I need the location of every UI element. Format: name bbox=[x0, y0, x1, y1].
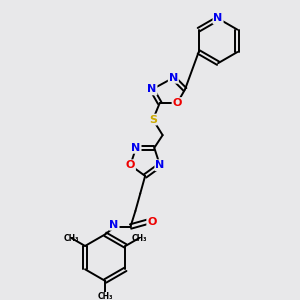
Text: N: N bbox=[155, 160, 165, 170]
Text: N: N bbox=[147, 84, 157, 94]
Text: O: O bbox=[147, 217, 157, 227]
Text: N: N bbox=[131, 143, 141, 153]
Text: N: N bbox=[169, 73, 178, 83]
Text: H: H bbox=[110, 220, 118, 230]
Text: N: N bbox=[213, 14, 223, 23]
Text: S: S bbox=[149, 115, 157, 124]
Text: CH₃: CH₃ bbox=[131, 234, 147, 243]
Text: O: O bbox=[172, 98, 182, 108]
Text: CH₃: CH₃ bbox=[98, 292, 113, 300]
Text: O: O bbox=[126, 160, 135, 170]
Text: CH₃: CH₃ bbox=[64, 234, 80, 243]
Text: N: N bbox=[110, 220, 119, 230]
